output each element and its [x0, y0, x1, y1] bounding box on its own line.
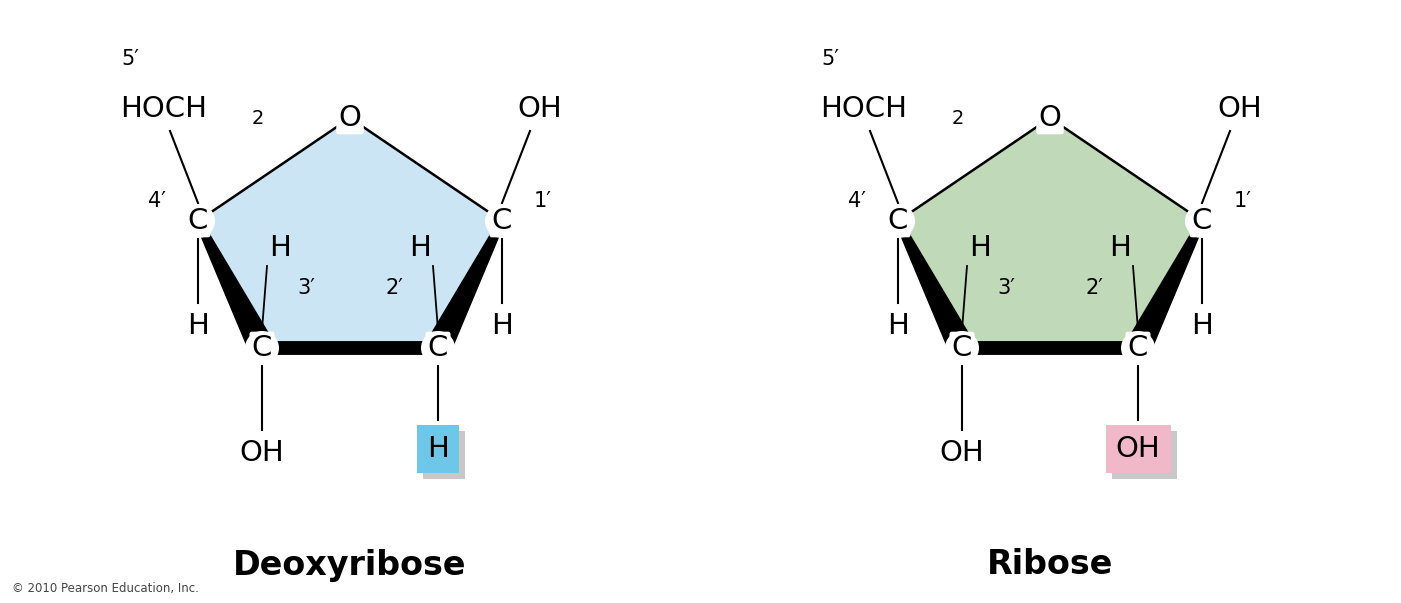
FancyBboxPatch shape [1105, 425, 1170, 473]
Text: 1′: 1′ [534, 191, 552, 211]
Circle shape [1121, 331, 1154, 365]
Text: Ribose: Ribose [986, 549, 1114, 581]
Text: H: H [188, 312, 209, 340]
Text: HOCH: HOCH [820, 95, 906, 123]
Polygon shape [895, 219, 974, 354]
Circle shape [946, 331, 979, 365]
Text: O: O [1038, 104, 1062, 132]
Text: OH: OH [1217, 95, 1262, 123]
Text: H: H [409, 234, 432, 262]
Circle shape [181, 204, 214, 238]
Text: 2′: 2′ [385, 278, 403, 298]
Text: C: C [888, 207, 908, 235]
Text: 3′: 3′ [998, 278, 1014, 298]
Text: 2′: 2′ [1084, 278, 1103, 298]
FancyBboxPatch shape [417, 425, 460, 473]
Text: 5′: 5′ [821, 49, 839, 69]
Text: H: H [492, 312, 513, 340]
Polygon shape [1126, 219, 1205, 354]
FancyBboxPatch shape [1111, 431, 1177, 479]
Circle shape [881, 204, 915, 238]
Text: HOCH: HOCH [120, 95, 207, 123]
Text: C: C [1128, 334, 1149, 362]
Circle shape [1125, 335, 1152, 361]
Circle shape [249, 335, 275, 361]
Text: Deoxyribose: Deoxyribose [233, 549, 467, 581]
Text: OH: OH [1115, 435, 1160, 463]
Text: OH: OH [240, 439, 284, 467]
Text: H: H [1191, 312, 1213, 340]
FancyBboxPatch shape [423, 431, 465, 479]
Text: OH: OH [517, 95, 562, 123]
Circle shape [420, 331, 455, 365]
Text: 4′: 4′ [848, 191, 866, 211]
Circle shape [425, 335, 451, 361]
Text: 1′: 1′ [1234, 191, 1252, 211]
Text: C: C [188, 207, 209, 235]
Text: C: C [1192, 207, 1212, 235]
Text: O: O [339, 104, 361, 132]
Circle shape [1185, 204, 1219, 238]
Polygon shape [198, 118, 502, 348]
Text: H: H [887, 312, 909, 340]
Text: C: C [427, 334, 448, 362]
Text: 2: 2 [953, 110, 964, 128]
Text: 2: 2 [252, 110, 265, 128]
Polygon shape [195, 219, 273, 354]
Polygon shape [898, 118, 1202, 348]
Text: OH: OH [940, 439, 985, 467]
Text: H: H [427, 435, 448, 463]
Text: 4′: 4′ [149, 191, 165, 211]
Text: C: C [492, 207, 513, 235]
Text: © 2010 Pearson Education, Inc.: © 2010 Pearson Education, Inc. [13, 582, 199, 595]
Text: H: H [269, 234, 291, 262]
Circle shape [485, 204, 518, 238]
Text: 3′: 3′ [297, 278, 315, 298]
Circle shape [245, 331, 279, 365]
Circle shape [948, 335, 975, 361]
Text: C: C [252, 334, 272, 362]
Text: H: H [969, 234, 991, 262]
Text: H: H [1110, 234, 1131, 262]
Text: C: C [951, 334, 972, 362]
Text: 5′: 5′ [120, 49, 139, 69]
Polygon shape [426, 219, 504, 354]
